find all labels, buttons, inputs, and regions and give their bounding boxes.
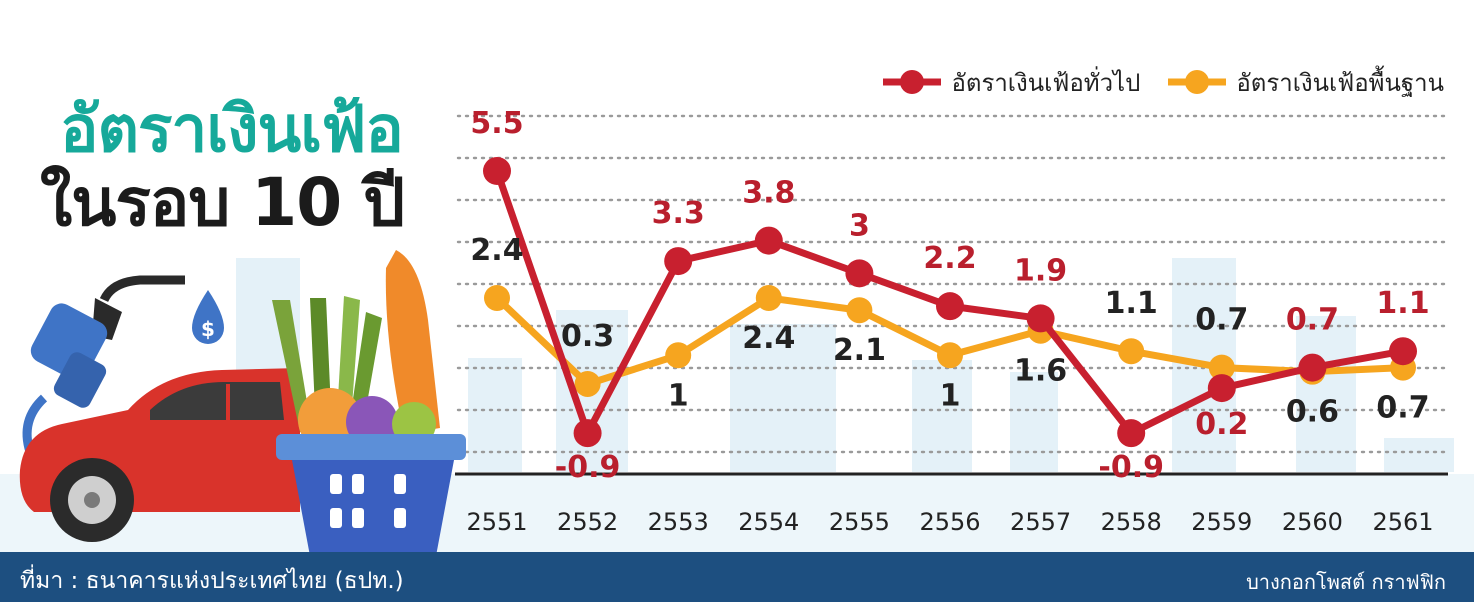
x-tick-label-2559: 2559 bbox=[1191, 508, 1252, 536]
data-label-headline-2560: 0.7 bbox=[1286, 303, 1339, 338]
data-label-headline-2554: 3.8 bbox=[742, 176, 795, 211]
data-label-headline-2552: -0.9 bbox=[555, 450, 621, 485]
data-label-core-2552: 0.3 bbox=[561, 319, 614, 354]
legend-label-headline: อัตราเงินเฟ้อทั่วไป bbox=[951, 68, 1141, 97]
legend-item-core: อัตราเงินเฟ้อพื้นฐาน bbox=[1166, 63, 1444, 102]
car-icon bbox=[19, 368, 301, 542]
data-point-core-2558 bbox=[1118, 338, 1145, 365]
data-label-headline-2557: 1.9 bbox=[1014, 253, 1067, 288]
legend: อัตราเงินเฟ้อทั่วไป อัตราเงินเฟ้อพื้นฐาน bbox=[881, 62, 1444, 102]
legend-label-core: อัตราเงินเฟ้อพื้นฐาน bbox=[1236, 68, 1444, 97]
data-label-headline-2555: 3 bbox=[849, 208, 870, 243]
x-tick-label-2555: 2555 bbox=[829, 508, 890, 536]
data-labels: 5.5 -0.9 3.3 3.8 3 2.2 1.9 -0.9 0.2 0.7 1.1 2.4 0.3 1… bbox=[470, 106, 1429, 485]
data-point-headline-2556 bbox=[936, 292, 964, 321]
data-point-headline-2551 bbox=[483, 156, 511, 185]
legend-item-headline: อัตราเงินเฟ้อทั่วไป bbox=[881, 63, 1140, 102]
x-axis: 2551 2552 2553 2554 2555 2556 2557 2558 2559 2560… bbox=[455, 472, 1448, 536]
title-line-1: อัตราเงินเฟ้อ bbox=[60, 93, 404, 167]
data-point-core-2554 bbox=[755, 284, 782, 311]
data-label-core-2560: 0.6 bbox=[1286, 395, 1339, 430]
x-tick-label-2561: 2561 bbox=[1372, 508, 1433, 536]
x-tick-label-2558: 2558 bbox=[1101, 508, 1162, 536]
x-tick-label-2556: 2556 bbox=[919, 508, 980, 536]
grid-lines bbox=[456, 114, 1450, 454]
data-label-headline-2551: 5.5 bbox=[470, 106, 523, 141]
background-building-7 bbox=[1296, 316, 1356, 472]
data-label-headline-2561: 1.1 bbox=[1376, 286, 1429, 321]
data-point-core-2552 bbox=[574, 370, 601, 397]
x-tick-label-2560: 2560 bbox=[1282, 508, 1343, 536]
data-label-core-2559: 0.7 bbox=[1195, 303, 1248, 338]
data-point-headline-2559 bbox=[1207, 374, 1236, 403]
data-label-headline-2556: 2.2 bbox=[923, 241, 976, 276]
grocery-basket-icon bbox=[272, 250, 466, 556]
x-tick-label-2552: 2552 bbox=[557, 508, 618, 536]
data-label-core-2555: 2.1 bbox=[833, 333, 886, 368]
data-label-headline-2558: -0.9 bbox=[1098, 450, 1164, 485]
background-building-1 bbox=[468, 358, 522, 472]
data-label-headline-2553: 3.3 bbox=[652, 196, 705, 231]
x-tick-label-2553: 2553 bbox=[648, 508, 709, 536]
data-point-core-2553 bbox=[665, 342, 692, 369]
legend-swatch-core bbox=[1168, 70, 1227, 94]
data-point-headline-2558 bbox=[1117, 419, 1146, 448]
data-label-core-2556: 1 bbox=[940, 378, 961, 413]
graphic-credit: บางกอกโพสต์ กราฟฟิก bbox=[1246, 570, 1446, 594]
data-label-core-2553: 1 bbox=[668, 378, 689, 413]
data-point-core-2556 bbox=[937, 342, 963, 369]
title-line-2: ในรอบ 10 ปี bbox=[40, 164, 405, 241]
data-point-headline-2554 bbox=[754, 226, 783, 255]
data-label-core-2558: 1.1 bbox=[1105, 286, 1158, 321]
footer-bar: ที่มา : ธนาคารแห่งประเทศไทย (ธปท.) บางกอ… bbox=[0, 552, 1474, 602]
data-label-headline-2559: 0.2 bbox=[1195, 407, 1248, 442]
data-point-core-2555 bbox=[846, 297, 873, 324]
data-point-headline-2560 bbox=[1298, 353, 1327, 382]
background-building-8 bbox=[1384, 438, 1454, 472]
x-tick-label-2551: 2551 bbox=[466, 508, 527, 536]
source-note: ที่มา : ธนาคารแห่งประเทศไทย (ธปท.) bbox=[20, 568, 404, 594]
svg-text:$: $ bbox=[201, 317, 215, 341]
data-point-headline-2557 bbox=[1026, 304, 1055, 333]
background-building-3 bbox=[730, 324, 836, 472]
data-point-headline-2555 bbox=[845, 259, 874, 288]
data-point-core-2559 bbox=[1208, 354, 1235, 381]
data-point-headline-2553 bbox=[664, 247, 693, 276]
series-lines bbox=[483, 156, 1417, 448]
background-building-5 bbox=[1010, 372, 1058, 472]
data-point-core-2551 bbox=[484, 284, 510, 311]
x-tick-label-2554: 2554 bbox=[738, 508, 799, 536]
data-label-core-2554: 2.4 bbox=[742, 321, 795, 356]
x-tick-label-2557: 2557 bbox=[1010, 508, 1071, 536]
data-label-core-2557: 1.6 bbox=[1014, 354, 1067, 389]
data-label-core-2551: 2.4 bbox=[470, 233, 523, 268]
background-building-4 bbox=[912, 360, 972, 472]
data-point-headline-2561 bbox=[1389, 337, 1417, 366]
legend-swatch-headline bbox=[883, 70, 942, 94]
data-point-headline-2552 bbox=[573, 419, 602, 448]
data-label-core-2561: 0.7 bbox=[1376, 391, 1429, 426]
